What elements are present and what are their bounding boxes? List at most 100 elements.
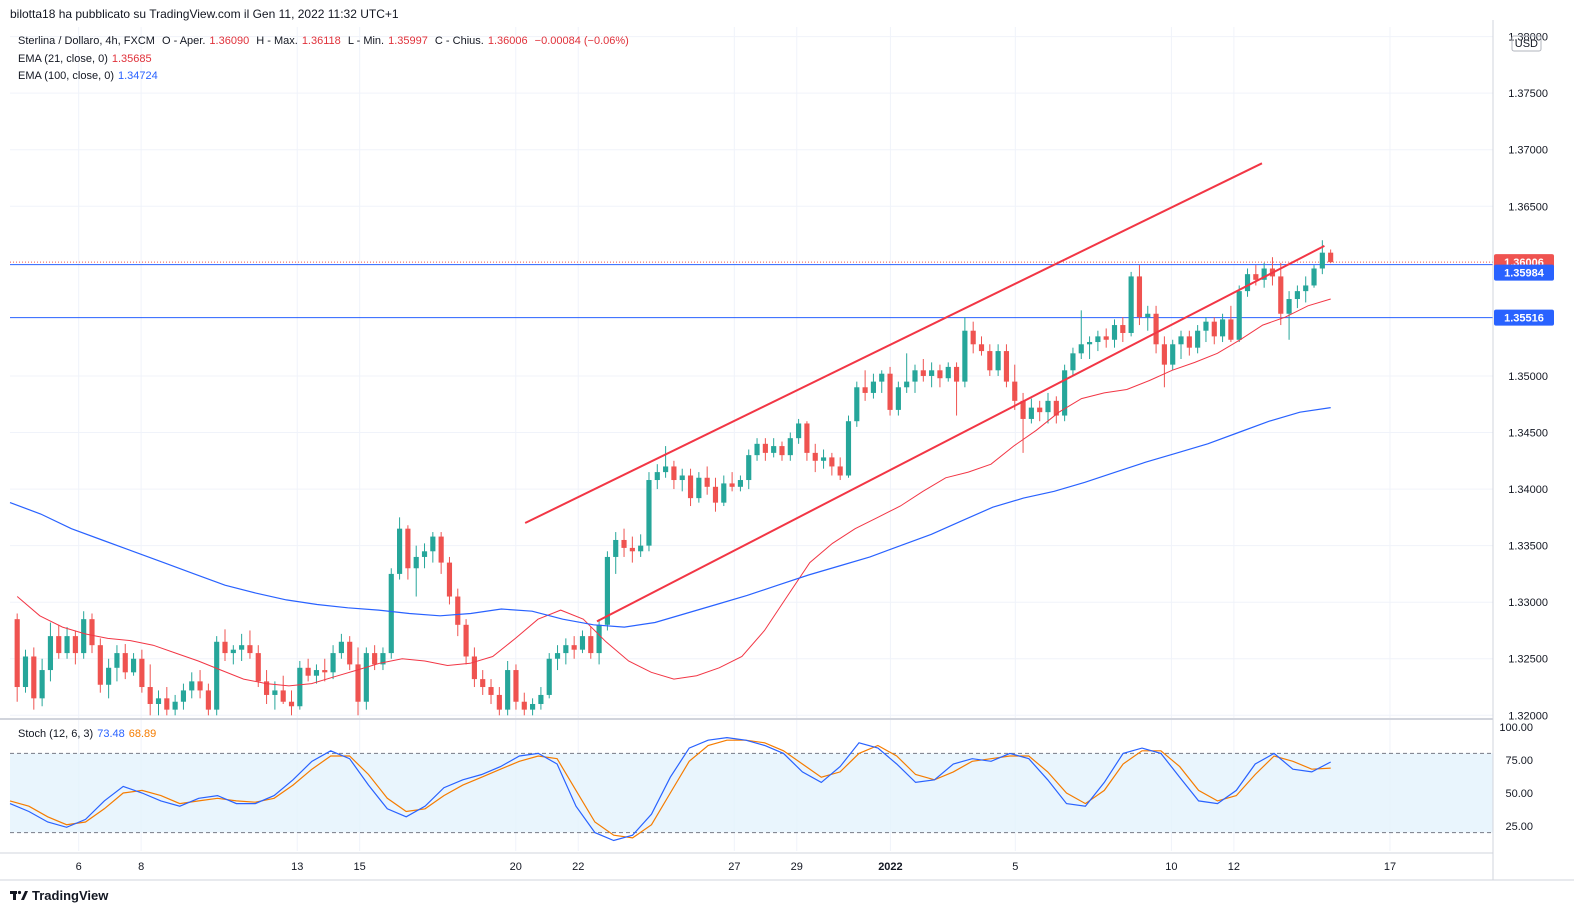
candle-body: [554, 653, 561, 659]
candle: [1236, 285, 1242, 343]
candle-body: [613, 539, 619, 557]
candle: [579, 630, 586, 654]
time-tick-label: 27: [728, 861, 740, 873]
candle: [746, 449, 752, 490]
candle-body: [737, 480, 743, 487]
candle: [1328, 249, 1334, 264]
candle-body: [164, 698, 170, 710]
time-tick-label: 12: [1228, 861, 1240, 873]
candle-body: [1012, 381, 1018, 401]
candle-body: [305, 667, 311, 676]
time-tick-label: 22: [572, 861, 584, 873]
candle: [737, 475, 743, 492]
time-tick-label: 10: [1165, 861, 1177, 873]
candle-body: [397, 528, 403, 574]
time-tick-label: 8: [138, 861, 144, 873]
candle: [687, 468, 694, 507]
candle: [1053, 396, 1059, 424]
candle-body: [1170, 344, 1176, 365]
candle-body: [222, 641, 228, 654]
candle-body: [430, 536, 436, 552]
tradingview-logo[interactable]: TradingView: [10, 888, 108, 903]
channel-lower-line: [596, 244, 1325, 623]
time-tick-label: 15: [354, 861, 366, 873]
candle-body: [1145, 313, 1151, 318]
candle-body: [64, 636, 70, 654]
candle-body: [114, 653, 120, 668]
candle-body: [297, 667, 303, 707]
candle-body: [945, 366, 951, 379]
grid: [10, 27, 1493, 851]
candle-body: [405, 528, 411, 569]
candle-body: [538, 694, 544, 704]
legend-symbol: Sterlina / Dollaro, 4h, FXCM: [18, 35, 155, 47]
candle: [712, 477, 719, 512]
candle: [1294, 285, 1300, 309]
candle-body: [663, 466, 669, 473]
time-tick-label: 20: [510, 861, 522, 873]
candle: [920, 358, 926, 382]
currency-label: USD: [1515, 38, 1538, 50]
candle-body: [654, 472, 660, 481]
legend-low-label: L - Min.: [347, 35, 385, 47]
candle: [1003, 344, 1010, 388]
price-tick-label: 1.32000: [1508, 710, 1548, 722]
candle: [621, 528, 627, 557]
candle-body: [1153, 313, 1159, 345]
candle: [1311, 265, 1317, 288]
candle: [280, 675, 286, 704]
candle: [696, 472, 702, 503]
candle: [1012, 364, 1018, 410]
candle: [721, 475, 727, 507]
candle: [147, 664, 153, 716]
candle-body: [488, 687, 494, 695]
ema-lines: [9, 298, 1331, 687]
candle: [363, 647, 369, 710]
candle: [787, 432, 793, 461]
candle: [56, 624, 62, 659]
level-tag-2-bg: [1494, 309, 1554, 326]
stoch-k-line: [9, 736, 1331, 842]
candle: [155, 690, 162, 716]
candle-body: [1178, 336, 1184, 345]
stoch-tick-label: 50.00: [1505, 788, 1533, 800]
candle-body: [1020, 400, 1026, 419]
candle-body: [288, 701, 295, 707]
legend-high-label: H - Max.: [256, 35, 298, 47]
candle-body: [895, 387, 901, 410]
candle: [1170, 339, 1176, 371]
candle-body: [546, 658, 552, 695]
candle: [546, 653, 552, 699]
axes: 6 8 13 15 20 22 27 29 2022 5 10 12 171.380001.375001…: [0, 20, 1574, 881]
candle-body: [571, 645, 577, 650]
candle-body: [530, 703, 536, 710]
candle: [679, 468, 685, 492]
candle: [638, 534, 644, 557]
candle: [355, 647, 361, 716]
candle: [172, 694, 178, 716]
level-tag-1: 1.35984: [1504, 268, 1545, 280]
candle: [862, 370, 868, 401]
candle-body: [1319, 252, 1325, 269]
candle-body: [463, 624, 469, 657]
publish-header: bilotta18 ha pubblicato su TradingView.c…: [10, 7, 399, 21]
candle-body: [330, 653, 336, 673]
candle: [771, 438, 777, 458]
candle: [912, 364, 918, 393]
level-tag-2: 1.35516: [1504, 313, 1544, 325]
candle-body: [754, 443, 760, 456]
candle: [313, 664, 320, 684]
candle-body: [239, 645, 245, 650]
candle-body: [214, 641, 220, 710]
candle: [164, 687, 170, 716]
candle: [804, 421, 810, 461]
candle: [513, 664, 519, 710]
legend-close-value: 1.36006: [487, 35, 528, 47]
candle-body: [1111, 325, 1118, 340]
candle: [1128, 271, 1134, 337]
candle-body: [81, 619, 87, 654]
candle: [380, 647, 386, 671]
candle: [554, 645, 561, 671]
candle: [1220, 313, 1226, 343]
